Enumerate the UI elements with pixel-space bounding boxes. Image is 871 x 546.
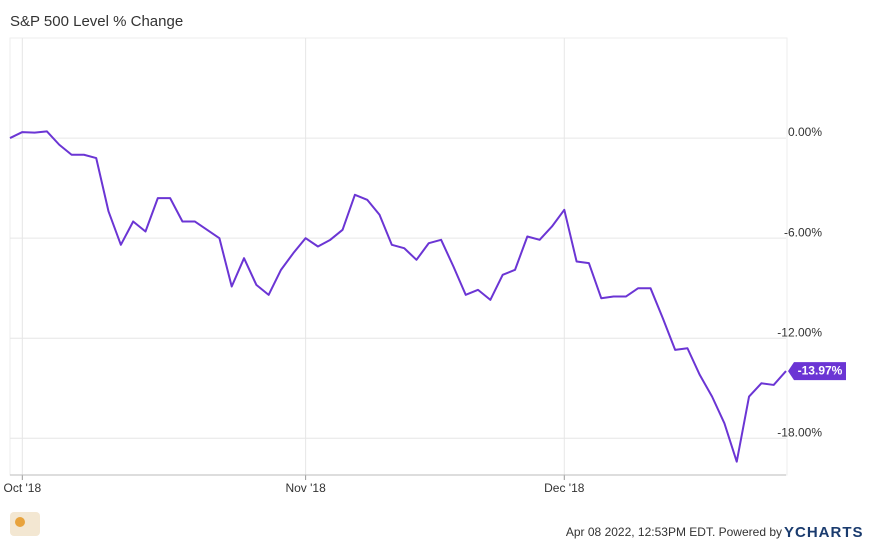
logo-icon [10,512,40,536]
line-series [9,130,787,463]
chart-title: S&P 500 Level % Change [10,13,183,30]
y-tick-label: -18.00% [777,425,822,439]
value-label: -13.97% [798,363,843,377]
x-tick-label: Oct '18 [3,481,41,495]
y-tick-label: 0.00% [788,125,822,139]
y-tick-label: -12.00% [777,325,822,339]
x-tick-label: Nov '18 [285,481,326,495]
brand-logo: YCHARTS [784,524,864,541]
plot-frame [9,37,788,476]
footer-timestamp: Apr 08 2022, 12:53PM EDT. Powered by [566,525,782,539]
x-tick-label: Dec '18 [544,481,585,495]
value-badge [788,362,846,381]
y-tick-label: -6.00% [784,225,822,239]
